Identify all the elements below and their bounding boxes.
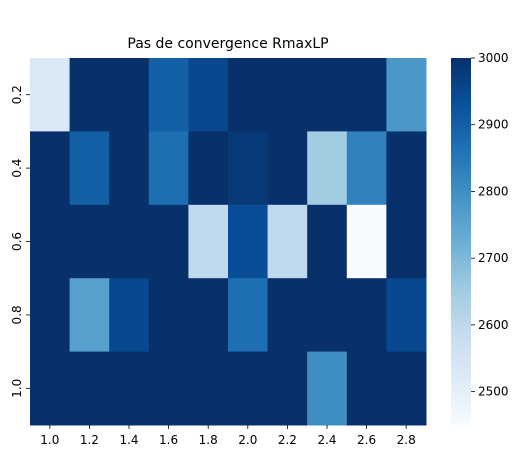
heatmap-cell xyxy=(307,58,348,132)
x-tick-label: 2.2 xyxy=(278,433,297,447)
x-tick-label: 1.8 xyxy=(199,433,218,447)
y-tick-label: 0.8 xyxy=(10,305,24,324)
x-tick-label: 2.6 xyxy=(357,433,376,447)
colorbar-tick-label: 2800 xyxy=(478,184,509,198)
heatmap-cell xyxy=(109,58,150,132)
heatmap-cell xyxy=(69,351,110,426)
heatmap-cell xyxy=(30,58,71,132)
heatmap-cell xyxy=(188,204,229,279)
heatmap-cell xyxy=(109,351,150,426)
heatmap-cell xyxy=(69,204,110,279)
heatmap-cell xyxy=(30,204,71,279)
heatmap-cell xyxy=(69,278,110,353)
heatmap-cell xyxy=(148,204,189,279)
x-tick-label: 2.8 xyxy=(397,433,416,447)
heatmap-cell xyxy=(228,204,269,279)
colorbar-tick-label: 2700 xyxy=(478,251,509,265)
x-tick-label: 2.0 xyxy=(238,433,257,447)
heatmap-cells xyxy=(30,58,427,426)
heatmap-cell xyxy=(386,278,427,353)
heatmap-cell xyxy=(188,58,229,132)
heatmap-cell xyxy=(69,58,110,132)
colorbar-tick-label: 3000 xyxy=(478,51,509,65)
x-tick-label: 1.4 xyxy=(119,433,138,447)
heatmap-cell xyxy=(228,131,269,206)
y-tick-label: 0.4 xyxy=(10,159,24,178)
heatmap-cell xyxy=(30,278,71,353)
heatmap-cell xyxy=(188,131,229,206)
heatmap-cell xyxy=(267,204,308,279)
colorbar-tick-label: 2900 xyxy=(478,118,509,132)
heatmap-cell xyxy=(307,351,348,426)
x-tick-label: 1.0 xyxy=(40,433,59,447)
heatmap-cell xyxy=(148,131,189,206)
heatmap-cell xyxy=(307,131,348,206)
y-tick-label: 1.0 xyxy=(10,379,24,398)
x-tick-label: 1.2 xyxy=(80,433,99,447)
heatmap-cell xyxy=(386,131,427,206)
heatmap-cell xyxy=(30,131,71,206)
heatmap-cell xyxy=(188,278,229,353)
heatmap-cell xyxy=(346,204,387,279)
heatmap-cell xyxy=(346,58,387,132)
y-axis: 0.2 0.4 0.6 0.8 1.0 xyxy=(10,85,30,398)
heatmap-cell xyxy=(267,351,308,426)
heatmap-cell xyxy=(386,351,427,426)
heatmap-cell xyxy=(228,58,269,132)
chart-title: Pas de convergence RmaxLP xyxy=(127,36,328,52)
heatmap-cell xyxy=(148,351,189,426)
heatmap-cell xyxy=(228,278,269,353)
y-tick-label: 0.6 xyxy=(10,232,24,251)
heatmap-cell xyxy=(148,278,189,353)
x-tick-label: 1.6 xyxy=(159,433,178,447)
heatmap-cell xyxy=(307,204,348,279)
heatmap-cell xyxy=(386,58,427,132)
heatmap-cell xyxy=(228,351,269,426)
heatmap-cell xyxy=(267,131,308,206)
heatmap-cell xyxy=(386,204,427,279)
heatmap-cell xyxy=(346,278,387,353)
colorbar-ticks: 2500 2600 2700 2800 2900 3000 xyxy=(471,51,509,399)
colorbar-tick-label: 2600 xyxy=(478,318,509,332)
colorbar xyxy=(451,58,471,425)
colorbar-tick-label: 2500 xyxy=(478,385,509,399)
x-axis: 1.0 1.2 1.4 1.6 1.8 2.0 2.2 2.4 2.6 2.8 xyxy=(40,425,416,447)
heatmap-cell xyxy=(69,131,110,206)
heatmap-cell xyxy=(109,204,150,279)
heatmap-cell xyxy=(109,131,150,206)
heatmap-cell xyxy=(346,351,387,426)
heatmap-cell xyxy=(30,351,71,426)
heatmap-cell xyxy=(188,351,229,426)
heatmap-cell xyxy=(267,278,308,353)
x-tick-label: 2.4 xyxy=(317,433,336,447)
heatmap-cell xyxy=(148,58,189,132)
heatmap-cell xyxy=(267,58,308,132)
heatmap-cell xyxy=(109,278,150,353)
y-tick-label: 0.2 xyxy=(10,85,24,104)
heatmap-cell xyxy=(346,131,387,206)
heatmap-cell xyxy=(307,278,348,353)
